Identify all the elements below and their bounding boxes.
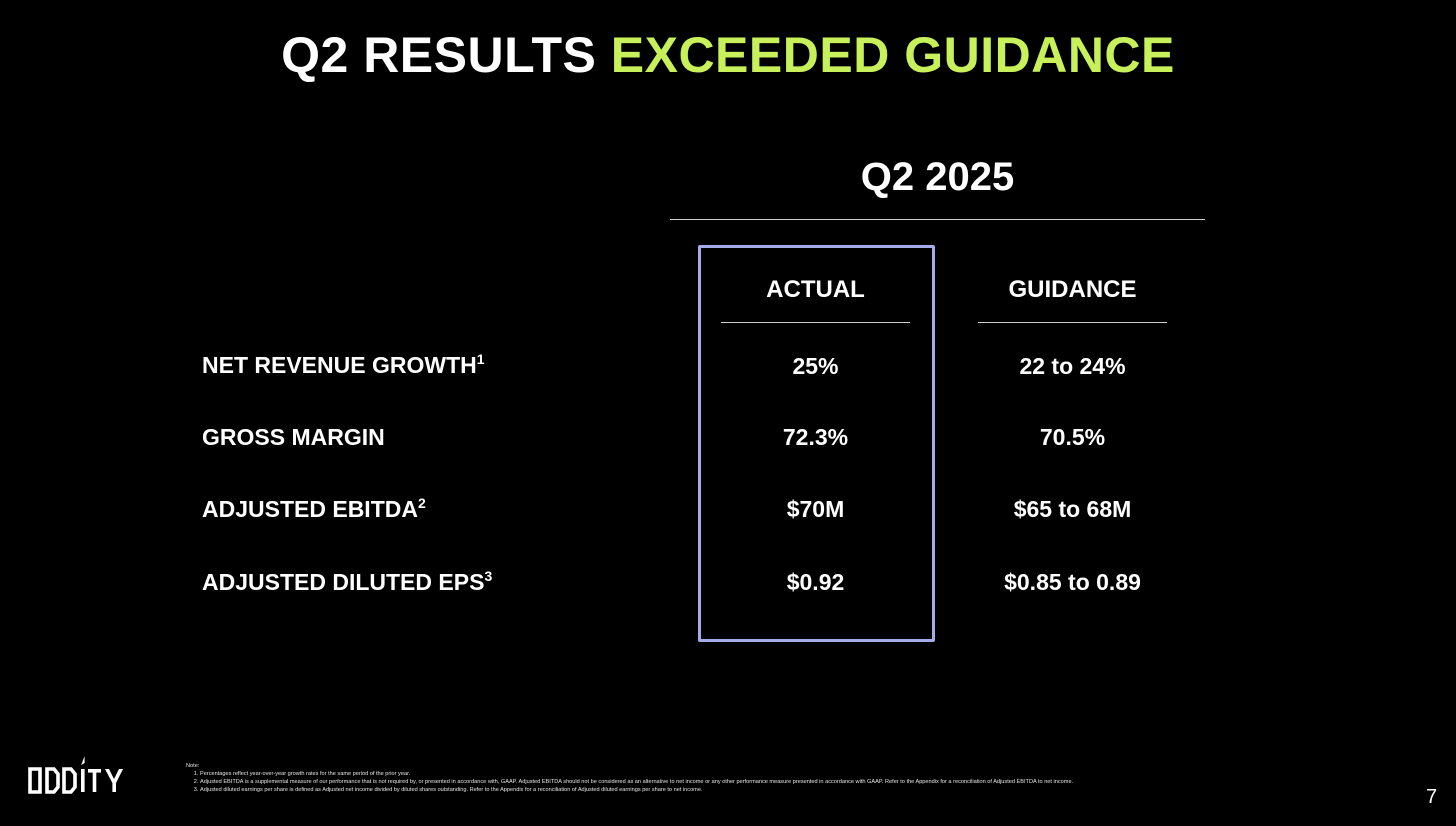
row-label-net-revenue-growth: NET REVENUE GROWTH1	[202, 352, 485, 379]
actual-adjusted-diluted-eps: $0.92	[786, 569, 845, 595]
row-label-text: NET REVENUE GROWTH	[202, 352, 477, 378]
period-heading: Q2 2025	[860, 155, 1015, 199]
notes-list: Percentages reflect year-over-year growt…	[186, 770, 1246, 794]
footnote-marker: 2	[417, 495, 426, 511]
column-header-actual: ACTUAL	[766, 276, 865, 303]
guidance-header-divider	[978, 322, 1167, 323]
actual-gross-margin: 72.3%	[782, 424, 849, 450]
notes-heading: Note:	[186, 763, 200, 769]
actual-highlight-box	[698, 245, 935, 642]
guidance-net-revenue-growth: 22 to 24%	[1019, 353, 1126, 379]
row-label-text: ADJUSTED EBITDA	[202, 496, 418, 522]
actual-adjusted-ebitda: $70M	[786, 496, 845, 522]
page-number: 7	[1426, 786, 1438, 808]
row-label-adjusted-ebitda: ADJUSTED EBITDA2	[202, 496, 426, 523]
note-item: Adjusted diluted earnings per share is d…	[200, 786, 1246, 794]
guidance-adjusted-diluted-eps: $0.85 to 0.89	[1004, 569, 1141, 595]
row-label-gross-margin: GROSS MARGIN	[202, 424, 385, 451]
row-label-adjusted-diluted-eps: ADJUSTED DILUTED EPS3	[202, 569, 492, 596]
note-item: Percentages reflect year-over-year growt…	[200, 770, 1246, 778]
period-divider	[670, 219, 1205, 220]
column-header-guidance: GUIDANCE	[1008, 276, 1137, 303]
footnote-marker: 1	[476, 351, 485, 367]
oddity-logo	[28, 756, 123, 794]
title-prefix: Q2 RESULTS	[281, 27, 597, 83]
guidance-gross-margin: 70.5%	[1039, 424, 1106, 450]
footnotes: Note: Percentages reflect year-over-year…	[186, 762, 1246, 794]
note-item: Adjusted EBITDA is a supplemental measur…	[200, 778, 1246, 786]
row-label-text: ADJUSTED DILUTED EPS	[202, 569, 485, 595]
actual-net-revenue-growth: 25%	[792, 353, 839, 379]
actual-header-divider	[721, 322, 910, 323]
footnote-marker: 3	[484, 568, 493, 584]
title-highlight: EXCEEDED GUIDANCE	[610, 27, 1175, 83]
guidance-adjusted-ebitda: $65 to 68M	[1013, 496, 1132, 522]
slide-title: Q2 RESULTS EXCEEDED GUIDANCE	[0, 26, 1456, 84]
row-label-text: GROSS MARGIN	[202, 424, 385, 450]
